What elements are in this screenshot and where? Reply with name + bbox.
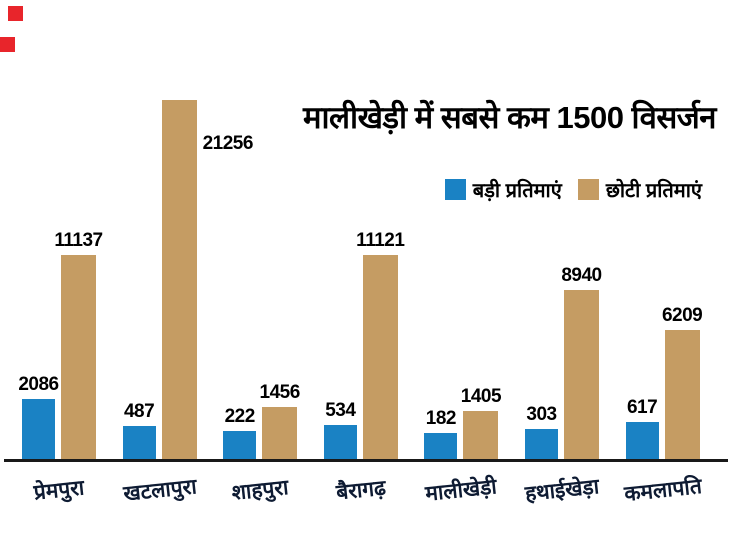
bar-small-idols-1	[161, 100, 197, 459]
bar-small-idols-5	[564, 290, 599, 459]
bar-value-label-big-1: 487	[123, 401, 155, 422]
bar-big-idols-5	[525, 429, 558, 459]
bar-value-label-big-4: 182	[425, 408, 457, 429]
bar-value-label-big-5: 303	[526, 404, 557, 425]
chart-title: मालीखेड़ी में सबसे कम 1500 विसर्जन	[302, 100, 717, 135]
bar-big-idols-6	[625, 422, 659, 459]
bar-big-idols-3	[323, 425, 357, 459]
bar-value-label-small-0: 11137	[54, 230, 103, 251]
bar-value-label-small-1: 21256	[202, 133, 254, 154]
bar-big-idols-0	[22, 399, 55, 459]
legend-label-small-idols: छोटी प्रतिमाएं	[605, 180, 702, 202]
red-corner-square-2	[0, 37, 15, 52]
bar-small-idols-6	[664, 330, 700, 459]
bar-value-label-small-6: 6209	[661, 305, 703, 326]
bar-big-idols-1	[122, 426, 156, 459]
legend-swatch-big-idols	[444, 179, 466, 200]
x-axis-line	[4, 459, 728, 462]
bar-small-idols-0	[61, 255, 96, 459]
bar-big-idols-4	[424, 433, 458, 459]
bar-small-idols-3	[362, 255, 398, 459]
legend-item-big-idols: बड़ी प्रतिमाएं	[444, 176, 562, 203]
legend-swatch-small-idols	[577, 179, 599, 200]
legend-label-big-idols: बड़ी प्रतिमाएं	[472, 180, 562, 202]
bar-value-label-small-4: 1405	[460, 386, 502, 407]
bar-value-label-big-2: 222	[224, 406, 256, 427]
bar-small-idols-2	[262, 407, 298, 459]
legend: बड़ी प्रतिमाएं छोटी प्रतिमाएं	[429, 176, 702, 203]
bar-value-label-big-3: 534	[325, 400, 356, 421]
bar-value-label-big-0: 2086	[18, 374, 59, 395]
red-corner-square-1	[8, 6, 23, 21]
bar-small-idols-4	[463, 411, 499, 459]
bar-value-label-big-6: 617	[626, 397, 658, 418]
legend-item-small-idols: छोटी प्रतिमाएं	[577, 176, 702, 203]
bar-value-label-small-3: 11121	[356, 230, 405, 251]
bar-value-label-small-5: 8940	[561, 265, 602, 286]
bar-value-label-small-2: 1456	[259, 382, 301, 403]
bar-big-idols-2	[223, 431, 257, 459]
